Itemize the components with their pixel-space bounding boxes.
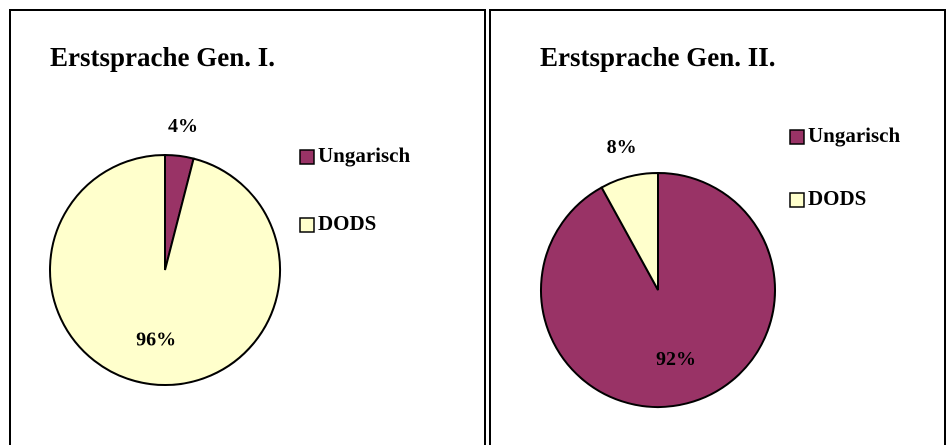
pie-slice: [49, 153, 281, 386]
legend-label: DODS: [808, 186, 866, 210]
data-label: 96%: [136, 328, 176, 350]
legend-swatch: [789, 129, 805, 145]
data-label: 8%: [607, 136, 637, 158]
legend-swatch: [299, 149, 315, 165]
data-label: 4%: [168, 115, 198, 137]
chart-title: Erstsprache Gen. II.: [540, 42, 776, 72]
legend-label: DODS: [318, 211, 376, 235]
legend-swatch: [299, 217, 315, 233]
data-label: 92%: [656, 348, 696, 370]
panel-border: [9, 9, 486, 445]
legend-swatch: [789, 192, 805, 208]
legend-label: Ungarisch: [808, 123, 900, 147]
panel-border: [489, 9, 946, 445]
chart-title: Erstsprache Gen. I.: [50, 42, 275, 72]
legend-label: Ungarisch: [318, 143, 410, 167]
pie-slice: [600, 171, 659, 291]
